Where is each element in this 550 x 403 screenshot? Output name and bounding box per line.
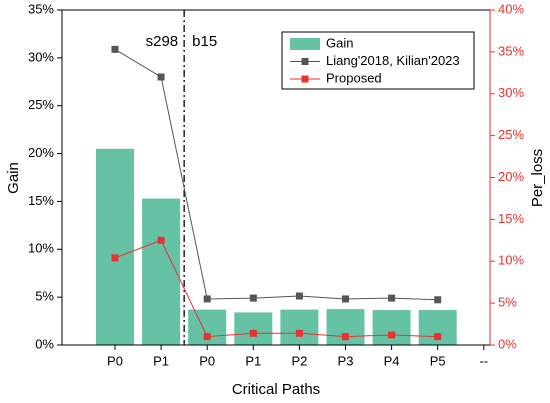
x-tick-label: P2	[291, 353, 307, 368]
y2-axis-label: Per_loss	[529, 149, 546, 207]
bar	[280, 309, 319, 345]
line	[114, 48, 438, 301]
y-axis-label: Gain	[5, 162, 22, 194]
legend-label: Liang'2018, Kilian'2023	[326, 53, 460, 68]
marker	[342, 295, 349, 303]
y-tick-label: 25%	[28, 97, 54, 112]
y2-tick-label: 20%	[498, 169, 524, 184]
x-tick-label: --	[479, 353, 488, 368]
y2-tick-label: 35%	[498, 43, 524, 58]
bar	[234, 312, 273, 345]
y-tick-label: 15%	[28, 193, 54, 208]
y-tick-label: 20%	[28, 145, 54, 160]
marker	[295, 292, 303, 300]
legend-swatch	[301, 75, 309, 83]
y2-tick-label: 10%	[498, 253, 524, 268]
marker	[157, 236, 165, 244]
bar	[96, 148, 134, 345]
marker	[111, 45, 119, 53]
legend-swatch	[290, 38, 320, 50]
y2-tick-label: 0%	[498, 336, 517, 351]
y2-tick-label: 25%	[498, 127, 524, 142]
y2-tick-label: 40%	[498, 1, 524, 16]
annotation: b15	[192, 33, 217, 50]
y2-tick-label: 5%	[498, 295, 517, 310]
marker	[157, 73, 165, 81]
x-tick-label: P0	[107, 353, 123, 368]
y-tick-label: 10%	[28, 241, 54, 256]
marker	[434, 296, 442, 304]
y2-tick-label: 30%	[498, 85, 524, 100]
marker	[203, 295, 211, 303]
bar	[372, 310, 411, 345]
marker	[295, 329, 303, 337]
bar	[142, 198, 181, 345]
marker	[249, 329, 257, 337]
legend-label: Gain	[326, 35, 353, 50]
legend-swatch	[301, 58, 309, 65]
x-tick-label: P5	[430, 353, 446, 368]
y-tick-label: 5%	[35, 289, 54, 304]
y-tick-label: 35%	[28, 1, 54, 16]
annotation: s298	[146, 33, 179, 50]
y2-tick-label: 15%	[498, 211, 524, 226]
y-tick-label: 30%	[28, 49, 54, 64]
marker	[203, 333, 211, 341]
x-tick-label: P0	[199, 353, 215, 368]
x-tick-label: P4	[384, 353, 400, 368]
marker	[388, 294, 396, 302]
x-axis-label: Critical Paths	[232, 381, 320, 398]
marker	[388, 331, 396, 339]
marker	[342, 333, 349, 341]
marker	[111, 254, 119, 262]
x-tick-label: P1	[153, 353, 169, 368]
x-tick-label: P3	[338, 353, 354, 368]
marker	[434, 333, 442, 341]
line	[114, 239, 438, 338]
y-tick-label: 0%	[35, 336, 54, 351]
legend-label: Proposed	[326, 70, 382, 85]
x-tick-label: P1	[245, 353, 261, 368]
marker	[249, 294, 257, 302]
